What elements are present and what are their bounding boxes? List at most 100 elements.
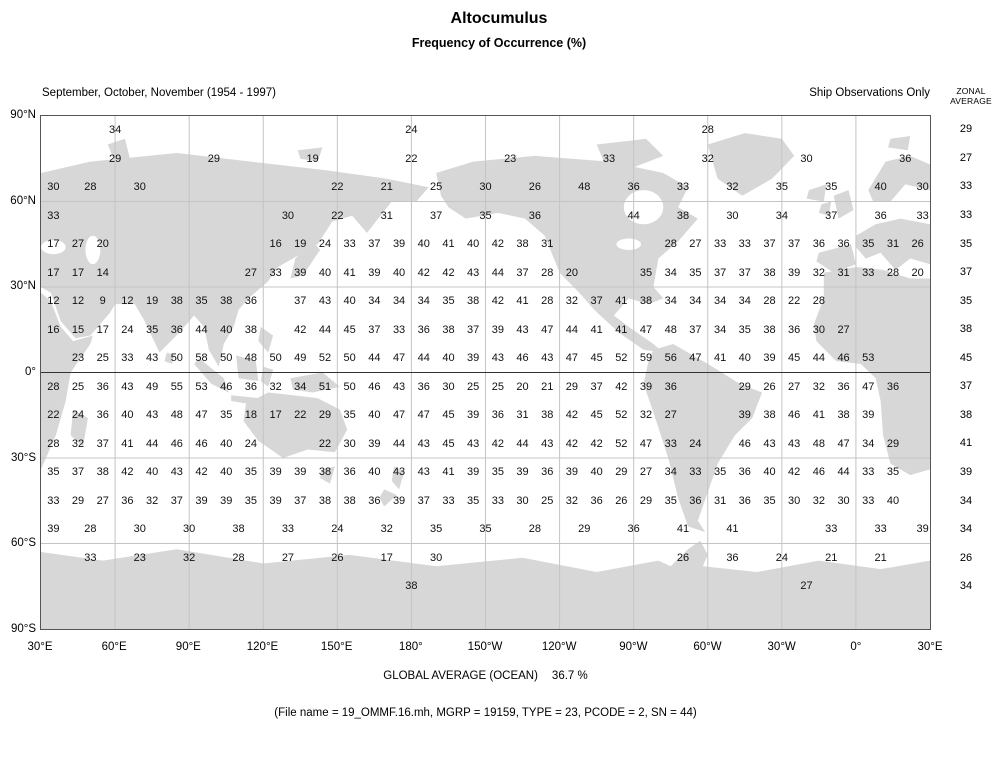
chart-subtitle: Frequency of Occurrence (%) (411, 36, 587, 50)
grid-value: 28 (541, 266, 554, 279)
grid-value: 32 (812, 380, 825, 393)
global-average-line: GLOBAL AVERAGE (OCEAN) 36.7 % (40, 670, 931, 682)
grid-value: 34 (417, 295, 430, 308)
grid-value: 37 (170, 494, 183, 507)
grid-value: 22 (47, 409, 60, 422)
grid-value: 37 (294, 494, 307, 507)
grid-value: 33 (713, 238, 727, 251)
grid-value: 36 (886, 380, 900, 393)
grid-value: 25 (96, 352, 109, 365)
grid-value: 34 (862, 437, 875, 450)
grid-value: 28 (763, 295, 776, 308)
grid-value: 33 (689, 466, 702, 479)
grid-value: 46 (516, 352, 529, 365)
grid-value: 30 (516, 494, 529, 507)
zonal-average-value: 34 (959, 580, 973, 593)
grid-value: 40 (343, 295, 356, 308)
zonal-average-value: 34 (959, 523, 973, 536)
grid-value: 39 (565, 466, 579, 479)
grid-value: 43 (763, 437, 776, 450)
grid-value: 21 (874, 551, 887, 564)
grid-value: 50 (343, 380, 356, 393)
grid-value: 29 (639, 494, 653, 507)
grid-value: 42 (590, 437, 603, 450)
grid-value: 35 (479, 523, 492, 536)
grid-value: 32 (380, 523, 393, 536)
grid-value: 37 (467, 323, 480, 336)
grid-value: 30 (133, 181, 146, 194)
grid-value: 24 (689, 437, 702, 450)
grid-value: 30 (479, 181, 492, 194)
grid-value: 33 (738, 238, 751, 251)
grid-value: 46 (788, 409, 801, 422)
grid-value: 36 (726, 551, 739, 564)
grid-value: 31 (541, 238, 554, 251)
grid-value: 35 (689, 266, 702, 279)
lon-tick-label: 90°W (619, 641, 648, 653)
grid-value: 39 (491, 323, 504, 336)
grid-value: 33 (269, 266, 282, 279)
grid-value: 42 (195, 466, 208, 479)
lon-tick-label: 0° (850, 641, 862, 653)
grid-value: 34 (775, 209, 788, 222)
grid-value: 38 (516, 238, 529, 251)
grid-value: 36 (170, 323, 183, 336)
grid-value: 38 (405, 580, 418, 593)
grid-value: 27 (244, 266, 258, 279)
world-map-svg (41, 116, 930, 629)
grid-value: 46 (170, 437, 183, 450)
grid-value: 39 (916, 523, 929, 536)
grid-value: 36 (96, 380, 109, 393)
grid-value: 39 (862, 409, 875, 422)
grid-value: 41 (726, 523, 739, 536)
grid-value: 39 (294, 466, 307, 479)
grid-value: 46 (738, 437, 751, 450)
grid-value: 20 (911, 266, 924, 279)
grid-value: 36 (491, 409, 504, 422)
grid-value: 34 (713, 323, 727, 336)
region-iberia (816, 244, 856, 273)
grid-value: 39 (368, 437, 381, 450)
grid-value: 38 (442, 323, 455, 336)
grid-value: 29 (108, 152, 122, 165)
grid-value: 38 (676, 209, 690, 222)
grid-value: 27 (837, 323, 850, 336)
grid-value: 37 (368, 238, 381, 251)
grid-value: 28 (232, 551, 245, 564)
grid-value: 19 (146, 295, 159, 308)
grid-value: 30 (133, 523, 146, 536)
grid-value: 38 (763, 409, 776, 422)
grid-value: 32 (71, 437, 85, 450)
grid-value: 27 (281, 551, 295, 564)
grid-value: 48 (170, 409, 183, 422)
grid-value: 36 (528, 209, 541, 222)
grid-value: 32 (639, 409, 653, 422)
grid-value: 27 (71, 238, 85, 251)
grid-value: 39 (269, 494, 282, 507)
grid-value: 32 (812, 266, 825, 279)
grid-value: 50 (220, 352, 233, 365)
grid-value: 17 (47, 266, 60, 279)
grid-value: 43 (467, 437, 480, 450)
grid-value: 25 (71, 380, 85, 393)
grid-value: 30 (812, 323, 825, 336)
grid-value: 33 (664, 437, 677, 450)
grid-value: 39 (392, 494, 406, 507)
grid-value: 41 (442, 238, 455, 251)
grid-value: 35 (825, 181, 838, 194)
grid-value: 35 (639, 266, 653, 279)
grid-value: 33 (916, 209, 929, 222)
grid-value: 48 (244, 352, 258, 365)
grid-value: 41 (516, 295, 529, 308)
grid-value: 39 (467, 352, 480, 365)
grid-value: 37 (713, 266, 727, 279)
continent-south-america (643, 344, 763, 533)
grid-value: 29 (615, 466, 628, 479)
grid-value: 33 (47, 494, 60, 507)
grid-value: 39 (368, 266, 381, 279)
grid-value: 35 (220, 409, 233, 422)
grid-value: 33 (862, 266, 875, 279)
grid-value: 27 (664, 409, 677, 422)
grid-value: 52 (615, 437, 628, 450)
island-new-zealand-north (391, 466, 405, 490)
